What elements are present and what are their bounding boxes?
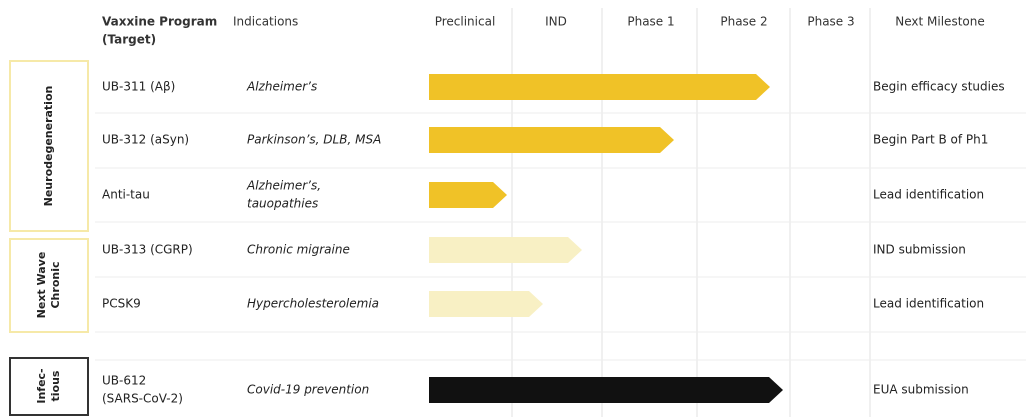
program: UB-612 bbox=[102, 374, 146, 388]
milestone: IND submission bbox=[873, 243, 966, 257]
milestone: Begin Part B of Ph1 bbox=[873, 133, 988, 147]
milestone: Lead identification bbox=[873, 297, 984, 311]
row-separators bbox=[95, 112, 1026, 361]
program: UB-313 (CGRP) bbox=[102, 243, 193, 257]
texts: Vaxxine Program (Target) Indications Precli… bbox=[35, 15, 1005, 406]
bar bbox=[429, 74, 770, 100]
indication: Parkinson’s, DLB, MSA bbox=[247, 133, 381, 147]
group-box bbox=[9, 357, 89, 416]
indication: Alzheimer’s, bbox=[246, 179, 321, 193]
stage-header: Phase 3 bbox=[807, 15, 854, 29]
stage-header: Preclinical bbox=[435, 15, 496, 29]
milestone: Begin efficacy studies bbox=[873, 80, 1005, 94]
bar bbox=[429, 127, 674, 153]
group-box bbox=[9, 60, 89, 232]
indications-header: Indications bbox=[233, 15, 298, 29]
indication: tauopathies bbox=[247, 197, 318, 211]
indication: Covid-19 prevention bbox=[247, 383, 369, 397]
program-header: (Target) bbox=[102, 33, 156, 47]
bar bbox=[429, 237, 582, 263]
group-label: Chronic bbox=[49, 261, 62, 308]
indication: Chronic migraine bbox=[247, 243, 350, 257]
group-label: tious bbox=[49, 370, 62, 401]
group-box bbox=[9, 238, 89, 333]
program: (SARS-CoV-2) bbox=[102, 392, 183, 406]
bar bbox=[429, 377, 783, 403]
stage-header: IND bbox=[545, 15, 567, 29]
program: UB-311 (Aβ) bbox=[102, 80, 175, 94]
milestone: EUA submission bbox=[873, 383, 969, 397]
program: PCSK9 bbox=[102, 297, 141, 311]
program: UB-312 (aSyn) bbox=[102, 133, 189, 147]
milestone-header: Next Milestone bbox=[895, 15, 984, 29]
indication: Hypercholesterolemia bbox=[247, 297, 379, 311]
stage-header: Phase 1 bbox=[627, 15, 674, 29]
program: Anti-tau bbox=[102, 188, 150, 202]
program-header: Vaxxine Program bbox=[102, 15, 217, 29]
stage-header: Phase 2 bbox=[720, 15, 767, 29]
group-label: Infec- bbox=[35, 368, 48, 403]
indication: Alzheimer’s bbox=[246, 80, 317, 94]
bar bbox=[429, 291, 543, 317]
bar bbox=[429, 182, 507, 208]
column-separators bbox=[511, 8, 871, 417]
group-label: Next Wave bbox=[35, 252, 48, 319]
bars bbox=[429, 74, 783, 403]
milestone: Lead identification bbox=[873, 188, 984, 202]
group-label: Neurodegeneration bbox=[42, 86, 55, 207]
